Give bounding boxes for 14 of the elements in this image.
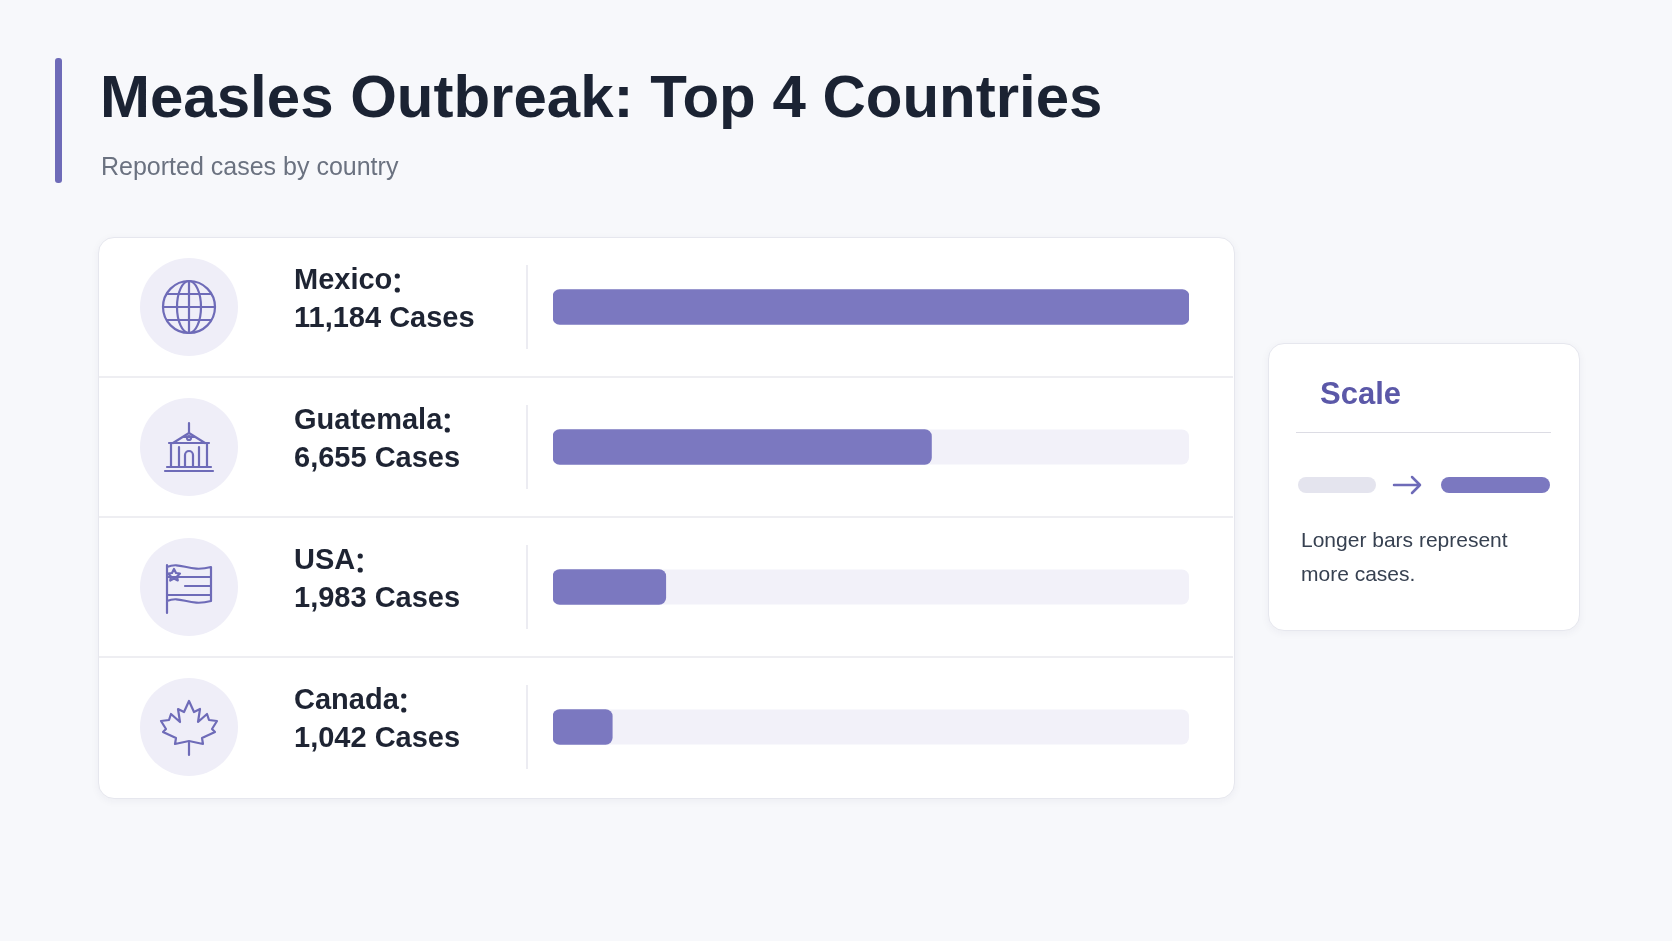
chart-title: Measles Outbreak: Top 4 Countries (100, 62, 1103, 131)
bar (553, 569, 667, 605)
text: Longer bars represent more cases. (1301, 527, 1509, 587)
y-tick-label: Guatemala (294, 403, 444, 435)
y-tick-label: Mexico (294, 263, 393, 295)
y-tick-label: Canada (294, 683, 400, 715)
text: Scale (1320, 376, 1402, 412)
data-label: 6,655 Cases (294, 441, 461, 473)
y-tick-label: USA (294, 543, 356, 575)
bar (553, 709, 613, 745)
data-label: 1,042 Cases (294, 721, 461, 753)
data-label: 11,184 Cases (294, 301, 475, 333)
text: Reported cases by country (101, 152, 399, 181)
data-label: 1,983 Cases (294, 581, 461, 613)
